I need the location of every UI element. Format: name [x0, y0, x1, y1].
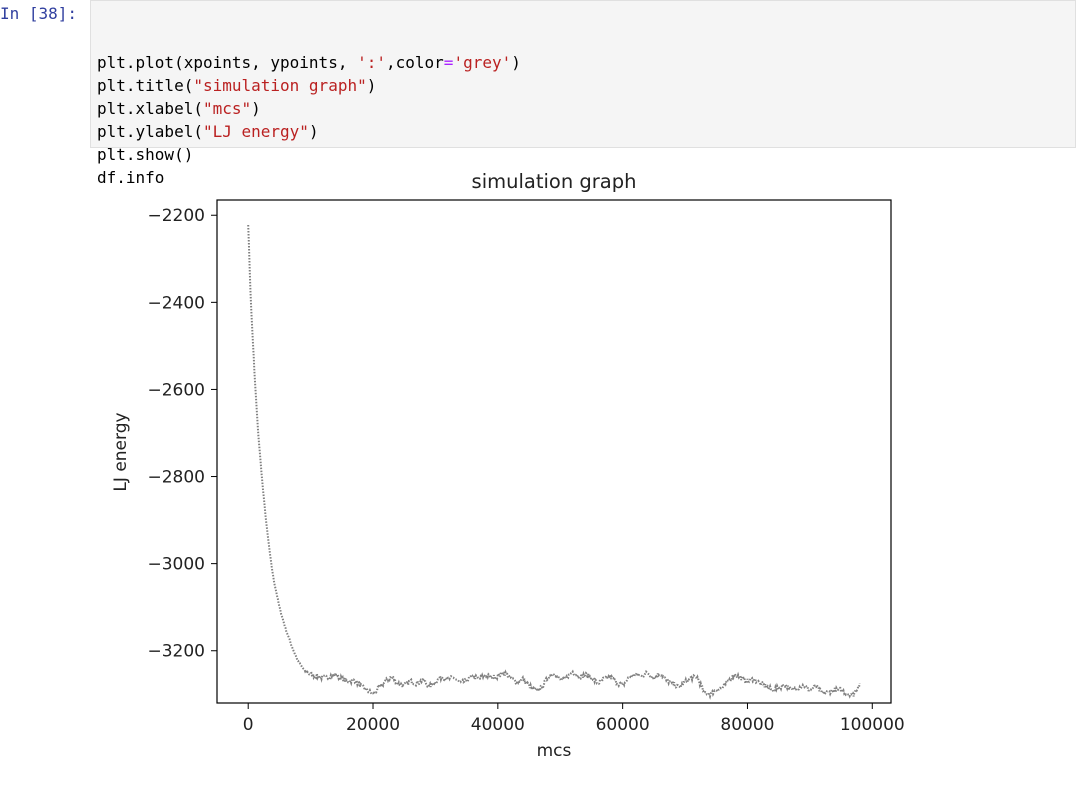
code-token: df.info: [97, 168, 165, 187]
x-tick-label: 60000: [596, 715, 650, 735]
y-tick-label: −2400: [147, 293, 205, 313]
code-token: "LJ energy": [202, 122, 309, 141]
code-line: plt.title("simulation graph"): [97, 74, 1069, 97]
y-tick-label: −2200: [147, 206, 205, 226]
code-token: plt.xlabel(: [97, 99, 203, 118]
code-token: plt.ylabel(: [97, 122, 203, 141]
code-line: df.info: [97, 166, 1069, 189]
code-editor[interactable]: plt.plot(xpoints, ypoints, ':',color='gr…: [97, 51, 1069, 189]
series-line: [247, 224, 861, 700]
code-token: plt.plot(xpoints, ypoints,: [97, 53, 358, 72]
code-token: =: [443, 53, 454, 72]
code-line: plt.show(): [97, 143, 1069, 166]
y-tick-label: −3000: [147, 555, 205, 575]
code-line: plt.ylabel("LJ energy"): [97, 120, 1069, 143]
code-token: ): [251, 99, 261, 118]
x-tick-label: 0: [243, 715, 254, 735]
y-axis: −2200 −2400 −2600 −2800 −3000 −3200: [147, 206, 217, 662]
code-token: plt.title(: [97, 76, 194, 95]
y-tick-label: −2600: [147, 380, 205, 400]
code-token: ,color: [386, 53, 444, 72]
plot-area-frame: [216, 199, 892, 704]
code-token: ':': [357, 53, 386, 72]
series-layer: [247, 224, 861, 700]
x-tick-label: 80000: [720, 715, 774, 735]
y-axis-label: LJ energy: [111, 412, 131, 491]
code-line: plt.xlabel("mcs"): [97, 97, 1069, 120]
cell-output: simulation graph 0 20000 40000 60000 80000 10…: [90, 155, 1078, 785]
y-tick-label: −2800: [147, 468, 205, 488]
chart: simulation graph 0 20000 40000 60000 80000 10…: [111, 170, 905, 761]
code-line: plt.plot(xpoints, ypoints, ':',color='gr…: [97, 51, 1069, 74]
x-axis: 0 20000 40000 60000 80000 100000: [243, 703, 905, 735]
x-axis-label: mcs: [537, 741, 572, 761]
y-tick-label: −3200: [147, 642, 205, 662]
code-token: ): [366, 76, 377, 95]
x-tick-label: 20000: [346, 715, 400, 735]
code-token: 'grey': [453, 53, 512, 72]
code-token: "simulation graph": [193, 76, 367, 95]
x-tick-label: 40000: [471, 715, 525, 735]
code-token: plt.show(): [97, 145, 194, 164]
chart-title: simulation graph: [472, 170, 637, 193]
cell-prompt: In [38]:: [0, 4, 78, 23]
code-token: ): [511, 53, 521, 72]
x-tick-label: 100000: [840, 715, 905, 735]
code-token: ): [308, 122, 319, 141]
code-token: "mcs": [202, 99, 252, 118]
code-cell-input[interactable]: plt.plot(xpoints, ypoints, ':',color='gr…: [90, 0, 1076, 187]
